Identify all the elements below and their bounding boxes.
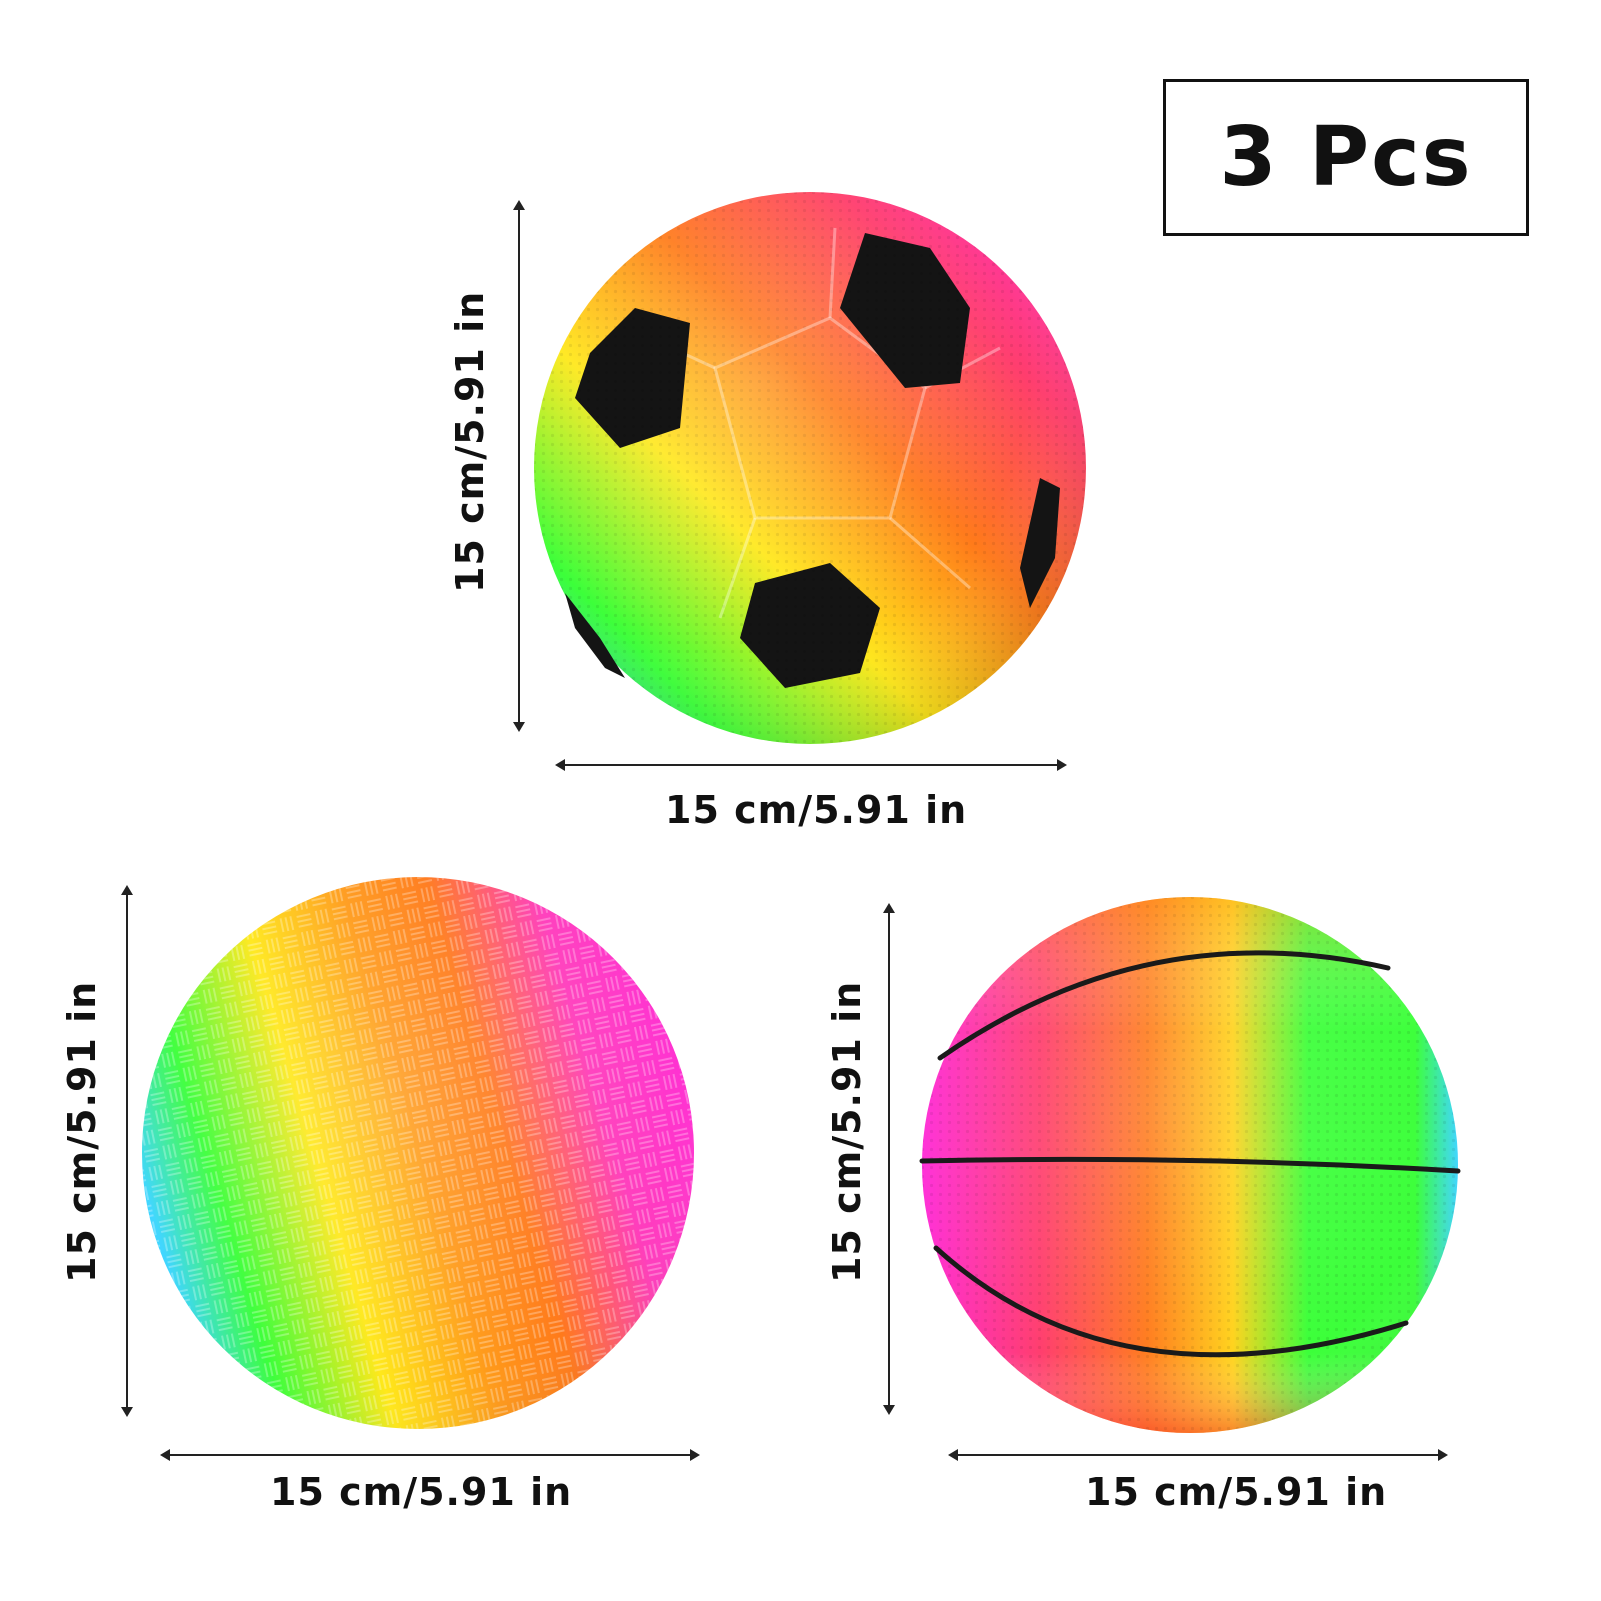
playground-ball-height-indicator — [121, 885, 133, 1417]
playground-ball-width-indicator — [160, 1449, 700, 1461]
soccer-ball-graphic — [534, 192, 1086, 744]
basketball-height-label: 15 cm/5.91 in — [825, 980, 869, 1283]
quantity-badge: 3 Pcs — [1163, 79, 1529, 236]
playground-ball-graphic — [142, 877, 694, 1429]
playground-ball-width-label: 15 cm/5.91 in — [270, 1470, 573, 1514]
soccer-ball-width-label: 15 cm/5.91 in — [665, 788, 968, 832]
playground-ball-height-label: 15 cm/5.91 in — [60, 980, 104, 1283]
basketball-width-indicator — [948, 1449, 1448, 1461]
basketball-height-indicator — [883, 903, 895, 1415]
basketball-graphic — [919, 897, 1461, 1433]
playground-ball — [138, 873, 698, 1433]
soccer-ball — [530, 188, 1090, 748]
soccer-ball-height-label: 15 cm/5.91 in — [448, 290, 492, 593]
soccer-ball-width-indicator — [555, 759, 1067, 771]
basketball-width-label: 15 cm/5.91 in — [1085, 1470, 1388, 1514]
soccer-ball-height-indicator — [513, 200, 525, 732]
basketball — [918, 893, 1462, 1437]
